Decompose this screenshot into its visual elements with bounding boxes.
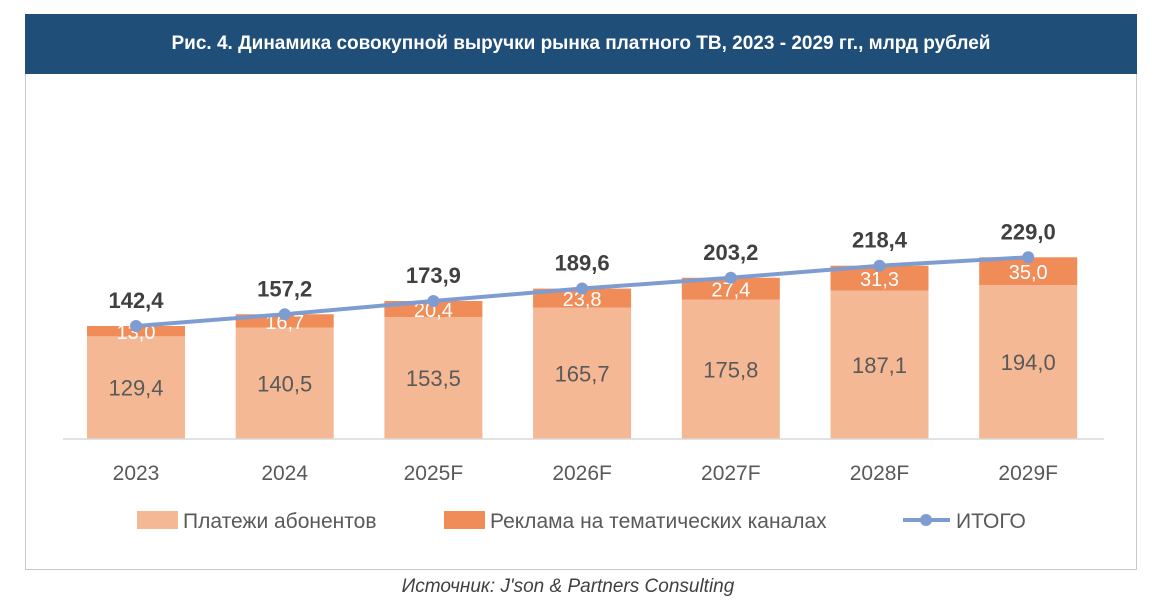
label-ads: 13,0 xyxy=(117,322,156,344)
label-total: 157,2 xyxy=(257,276,312,301)
x-tick-label: 2026F xyxy=(552,462,612,485)
bar-subscribers xyxy=(384,317,483,439)
legend-label-subscribers: Платежи абонентов xyxy=(183,510,376,533)
x-tick-label: 2027F xyxy=(701,462,761,485)
label-subscribers: 194,0 xyxy=(1001,350,1056,375)
legend-swatch-subscribers xyxy=(137,511,178,529)
x-tick-label: 2025F xyxy=(404,462,464,485)
total-marker xyxy=(576,282,589,295)
label-total: 218,4 xyxy=(852,228,908,253)
label-ads: 35,0 xyxy=(1009,262,1048,284)
x-tick-label: 2023 xyxy=(113,462,160,485)
total-marker xyxy=(724,271,737,284)
label-subscribers: 140,5 xyxy=(257,371,312,396)
chart-title: Рис. 4. Динамика совокупной выручки рынк… xyxy=(25,14,1137,74)
legend-swatch-ads xyxy=(444,511,485,529)
label-subscribers: 175,8 xyxy=(703,357,758,382)
bar-subscribers xyxy=(979,285,1078,439)
label-ads: 31,3 xyxy=(860,269,899,291)
total-marker xyxy=(130,320,142,333)
x-tick-label: 2024 xyxy=(261,462,308,485)
bar-subscribers xyxy=(87,336,185,439)
label-subscribers: 153,5 xyxy=(406,366,461,391)
label-total: 203,2 xyxy=(703,240,758,265)
label-ads: 27,4 xyxy=(711,280,750,302)
legend-marker-total xyxy=(920,514,932,526)
bar-subscribers xyxy=(830,290,929,439)
bar-ads xyxy=(681,277,780,300)
label-total: 189,6 xyxy=(555,251,610,276)
total-marker xyxy=(427,295,440,308)
label-subscribers: 187,1 xyxy=(852,353,907,378)
total-marker xyxy=(278,308,291,321)
label-ads: 16,7 xyxy=(265,312,304,334)
label-subscribers: 129,4 xyxy=(108,376,163,401)
x-tick-label: 2028F xyxy=(850,462,910,485)
bar-subscribers xyxy=(533,307,632,439)
bar-subscribers xyxy=(681,299,780,439)
bar-subscribers xyxy=(235,327,334,439)
label-total: 173,9 xyxy=(406,263,461,288)
label-total: 142,4 xyxy=(108,288,164,313)
label-subscribers: 165,7 xyxy=(555,361,610,386)
label-ads: 23,8 xyxy=(563,289,602,311)
total-marker xyxy=(1022,251,1035,264)
label-total: 229,0 xyxy=(1001,219,1056,244)
label-ads: 20,4 xyxy=(414,300,453,322)
bar-ads xyxy=(533,288,632,308)
legend-label-ads: Реклама на тематических каналах xyxy=(490,510,827,533)
total-marker xyxy=(873,259,886,272)
legend-label-total: ИТОГО xyxy=(956,510,1026,533)
x-tick-label: 2029F xyxy=(998,462,1058,485)
source-note: Источник: J'son & Partners Consulting xyxy=(401,576,735,597)
